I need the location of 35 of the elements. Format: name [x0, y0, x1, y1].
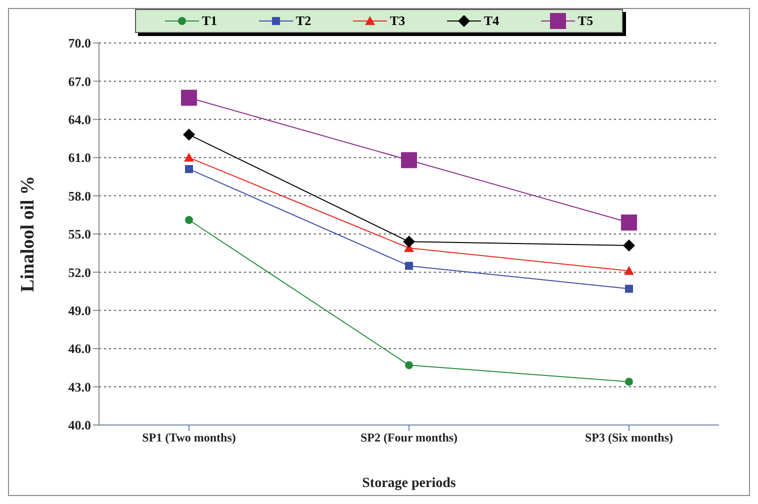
y-tick-label: 64.0 — [68, 112, 91, 128]
point — [405, 361, 413, 370]
y-tick-label: 49.0 — [68, 303, 91, 318]
legend-label: T4 — [482, 13, 500, 29]
y-axis-title: Linalool oil % — [18, 176, 39, 292]
y-tick-label: 46.0 — [68, 341, 91, 356]
point — [181, 90, 197, 106]
point — [184, 152, 194, 162]
point — [403, 236, 415, 248]
y-tick-label: 70.0 — [68, 36, 91, 51]
legend-label: T1 — [200, 13, 218, 29]
point — [401, 152, 417, 168]
point — [625, 378, 633, 386]
legend-label: T2 — [294, 13, 312, 29]
y-tick-label: 61.0 — [68, 150, 91, 166]
y-tick-label: 67.0 — [68, 74, 91, 89]
legend-label: T3 — [388, 13, 406, 29]
point — [185, 216, 193, 224]
x-axis-title: Storage periods — [362, 476, 456, 491]
y-tick-label: 43.0 — [68, 379, 91, 394]
legend-label: T5 — [576, 13, 594, 29]
y-tick-label: 55.0 — [68, 226, 91, 242]
point — [621, 214, 637, 231]
point — [405, 262, 413, 270]
x-tick-label: SP3 (Six months) — [584, 430, 674, 445]
y-tick-label: 52.0 — [68, 264, 91, 280]
point — [623, 239, 635, 252]
x-tick-label: SP1 (Two months) — [142, 430, 236, 445]
point — [625, 284, 633, 293]
point — [624, 266, 634, 275]
y-tick-label: 58.0 — [68, 188, 91, 204]
x-tick-label: SP2 (Four months) — [360, 430, 458, 445]
point — [185, 165, 193, 174]
point — [183, 128, 195, 141]
y-tick-label: 40.0 — [68, 418, 91, 433]
